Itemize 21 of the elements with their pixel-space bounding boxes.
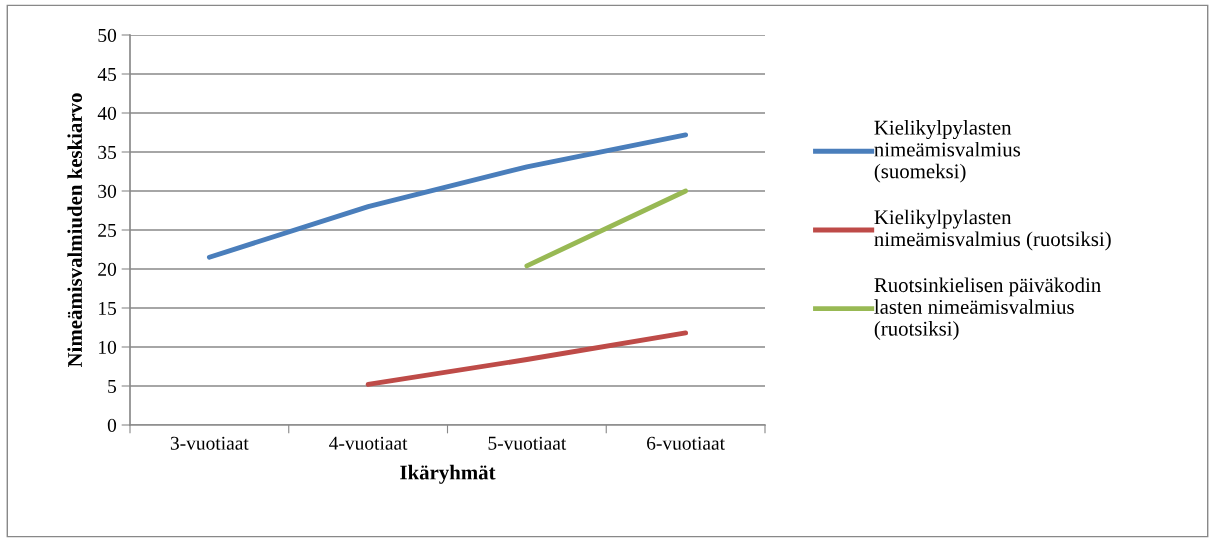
y-tick-label: 30 (98, 184, 117, 198)
x-tick-label: 5-vuotiaat (488, 436, 567, 450)
y-tick-label: 15 (99, 301, 117, 315)
y-axis-title: Nimeämisvalmiuden keskiarvo (67, 93, 83, 368)
x-axis-title: Ikäryhmät (400, 464, 496, 484)
y-tick-label: 35 (98, 145, 117, 159)
legend-label: Kielikylpylasten nimeämisvalmius (suomeksi) (874, 120, 1021, 183)
y-tick-label: 10 (99, 340, 117, 354)
line-series (206, 132, 689, 260)
y-tick-label: 20 (98, 262, 117, 276)
x-tick-label: 6-vuotiaat (647, 436, 725, 450)
y-tick-label: 50 (98, 28, 117, 42)
y-tick-label: 0 (107, 418, 117, 432)
x-tick-label: 3-vuotiaat (170, 436, 249, 450)
y-tick-label: 40 (97, 106, 117, 120)
y-tick-label: 45 (97, 67, 117, 81)
legend-label: Ruotsinkielisen päiväkodin lasten nimeämisvalmius (ruotsiksi) (874, 277, 1101, 340)
x-tick-label: 4-vuotiaat (329, 436, 408, 450)
legend-label: Kielikylpylasten nimeämisvalmius (ruotsiksi) (874, 209, 1111, 251)
y-tick-label: 25 (98, 223, 117, 237)
y-tick-label: 5 (108, 380, 117, 393)
